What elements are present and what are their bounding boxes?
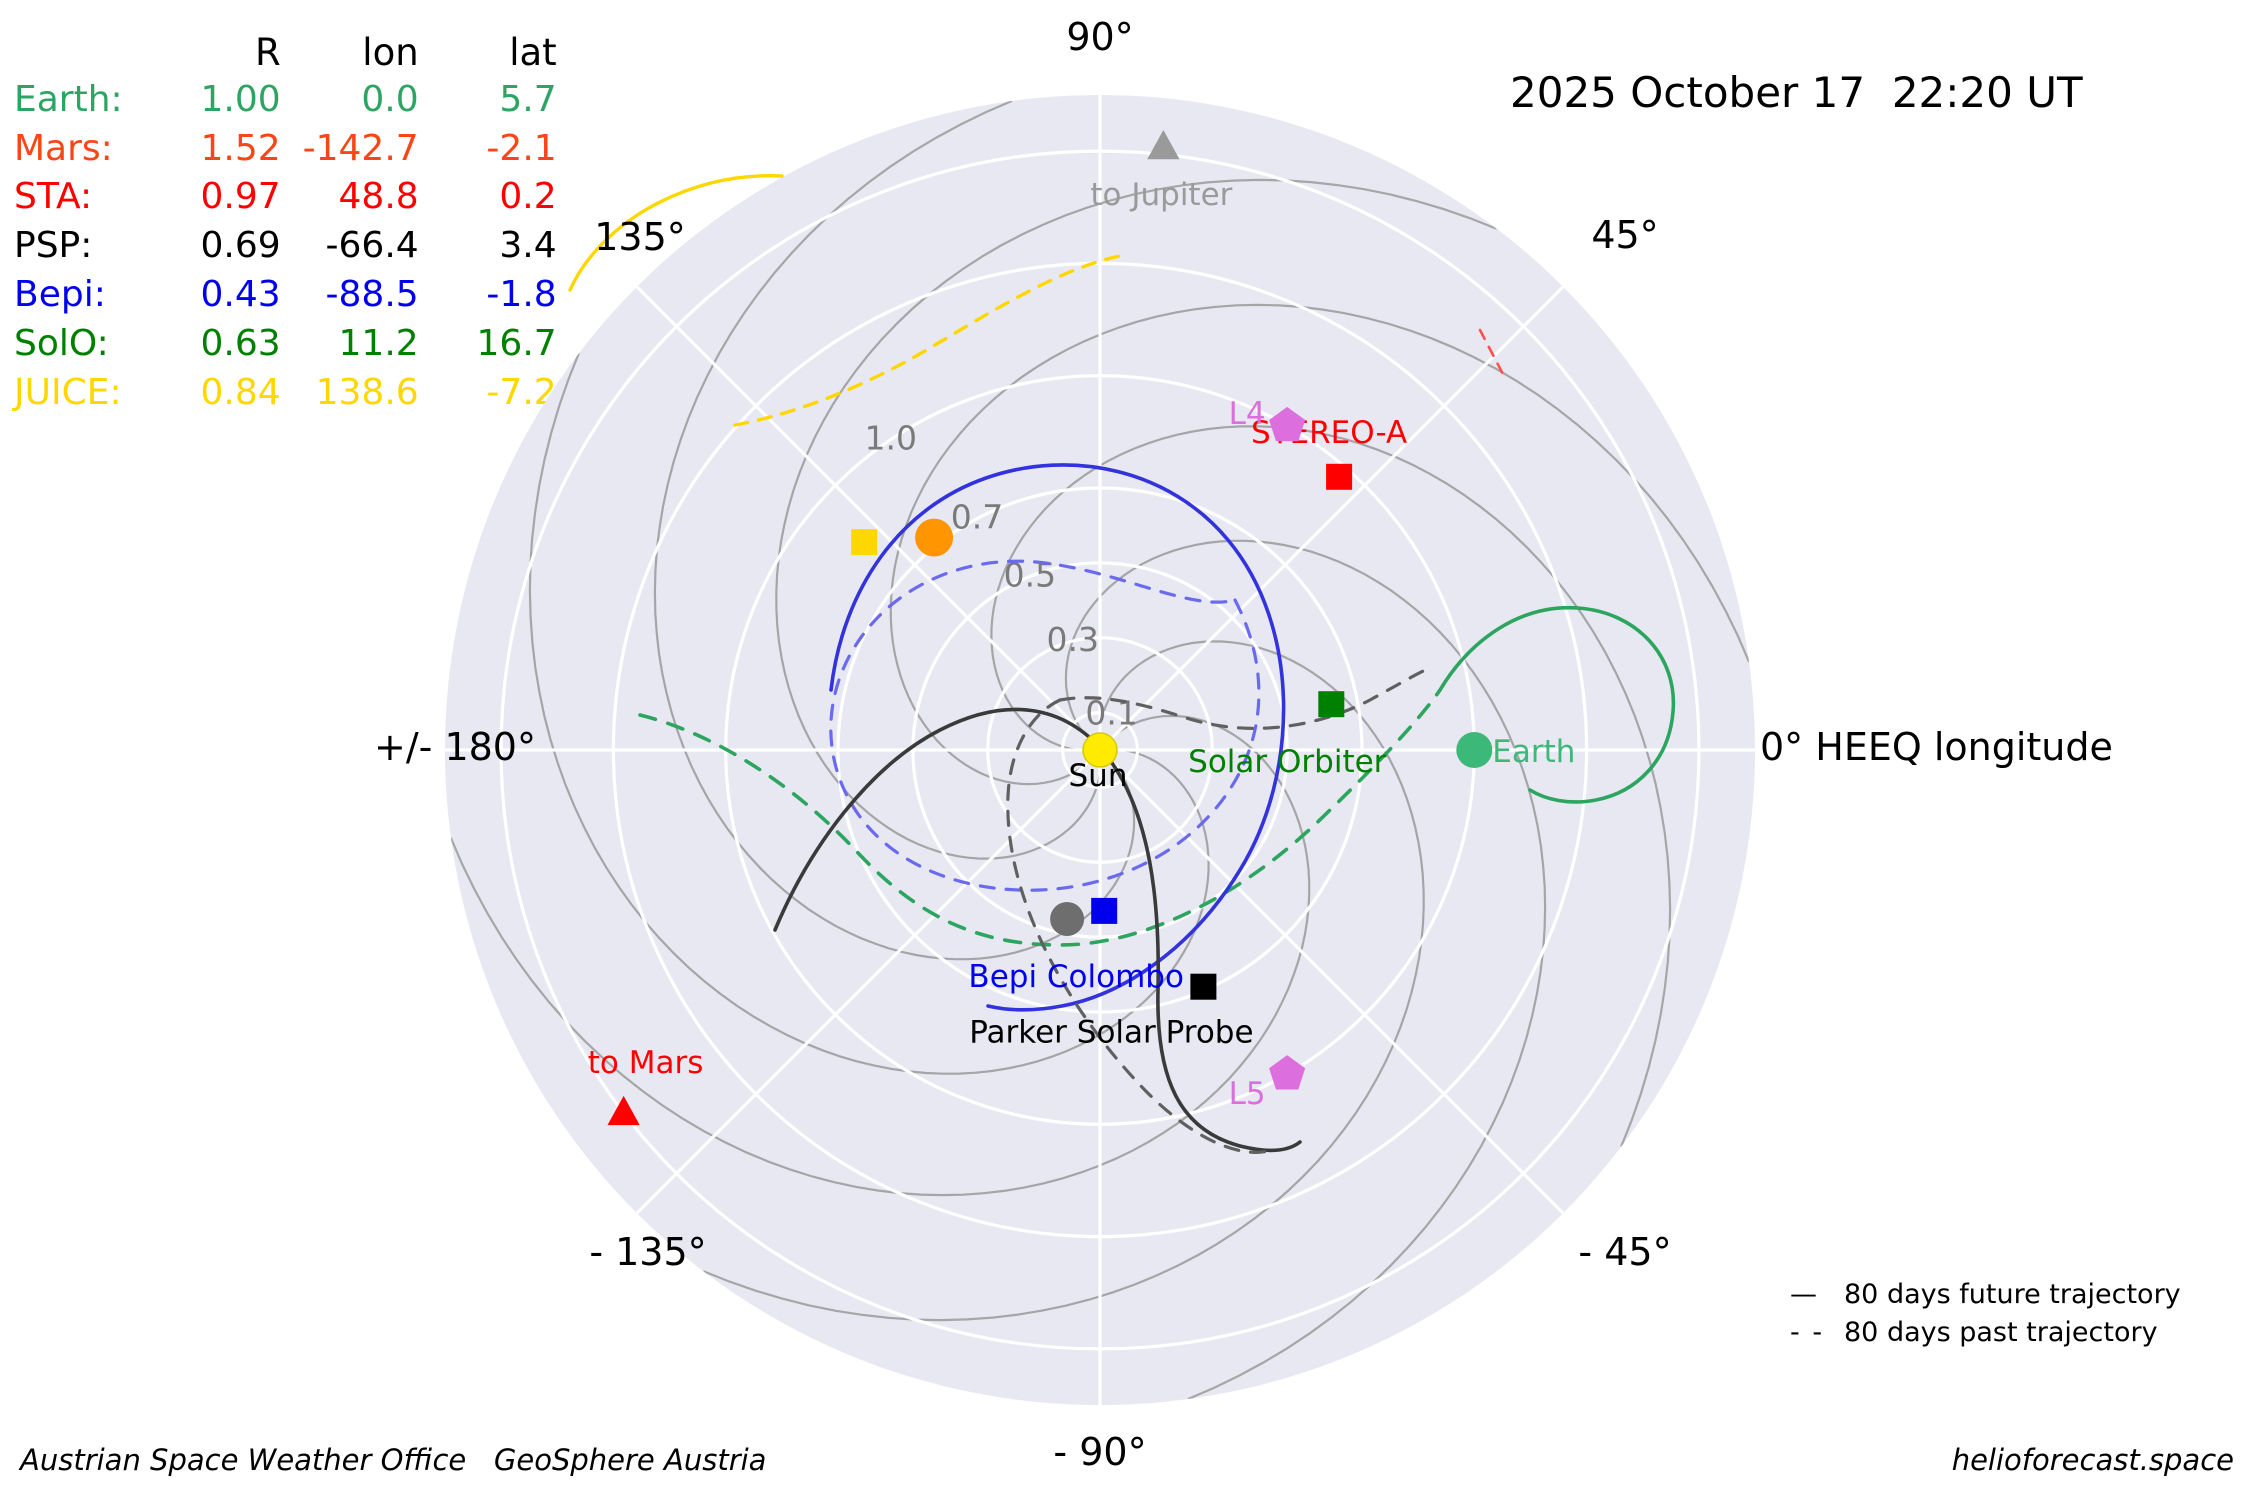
- table-cell-name: Earth:: [14, 78, 123, 120]
- table-row: SolO: 0.63 11.2 16.7: [14, 325, 563, 374]
- table-cell-lat: 16.7: [476, 322, 557, 364]
- trajectory-juice-past: [733, 253, 1127, 427]
- radial-tick-label: 1.0: [864, 419, 916, 458]
- angular-tick-label-45: 45°: [1591, 213, 1658, 257]
- marker-to-mars: [607, 1095, 640, 1126]
- marker-label-sun: Sun: [1069, 758, 1128, 794]
- table-cell-r: 1.52: [200, 127, 281, 169]
- trajectory-psp-past: [1058, 666, 1432, 730]
- table-header-lat: lat: [509, 31, 557, 74]
- marker-earth: [1456, 732, 1493, 768]
- table-cell-name: STA:: [14, 176, 93, 218]
- marker-label-to-mars: to Mars: [588, 1045, 704, 1081]
- marker-to-jupiter: [1147, 129, 1180, 160]
- marker-label-bepi-colombo: Bepi Colombo: [968, 959, 1184, 995]
- table-cell-lon: -142.7: [302, 127, 419, 169]
- table-header-lon: lon: [362, 31, 419, 74]
- angular-tick-label--90: - 90°: [1053, 1430, 1146, 1474]
- radial-tick-label: 0.7: [951, 498, 1003, 537]
- marker-label-l4: L4: [1229, 396, 1266, 432]
- table-cell-name: SolO:: [14, 322, 109, 364]
- table-row: Earth: 1.00 0.0 5.7: [14, 81, 563, 130]
- parker-spiral-lines: [449, 99, 1751, 1401]
- marker-juice: [851, 529, 878, 556]
- footer-left-text: Austrian Space Weather Office GeoSphere …: [20, 1443, 767, 1477]
- table-row: JUICE: 0.84 138.6 -7.2: [14, 371, 563, 423]
- table-cell-lon: 11.2: [338, 322, 419, 364]
- table-cell-r: 0.84: [200, 371, 281, 413]
- marker-stereo-a: [1326, 463, 1353, 490]
- table-cell-lat: 3.4: [499, 225, 557, 267]
- trajectory-juice-future: [568, 174, 784, 292]
- table-cell-lon: 138.6: [315, 371, 419, 413]
- trajectory-psp-past-inner: [1006, 698, 1274, 1154]
- marker-label-earth: Earth: [1492, 734, 1575, 770]
- table-cell-r: 0.43: [200, 274, 281, 316]
- marker-bepi-colombo: [1091, 897, 1118, 924]
- trajectory-bepi-future: [829, 463, 1286, 1012]
- angular-gridlines: [445, 95, 1755, 1405]
- marker-parker-solar-probe: [1190, 973, 1217, 1000]
- legend-line-icon: - -: [1790, 1316, 1825, 1348]
- angular-tick-label-90: 90°: [1066, 15, 1133, 59]
- table-cell-lat: 5.7: [499, 78, 557, 120]
- table-cell-lon: 0.0: [361, 78, 419, 120]
- legend-item: - - 80 days past trajectory: [1790, 1313, 2181, 1351]
- legend-item: — 80 days future trajectory: [1790, 1275, 2181, 1313]
- table-cell-lon: -88.5: [325, 274, 419, 316]
- angular-tick-label--135: - 135°: [589, 1230, 706, 1274]
- angular-tick-labels: 0° HEEQ longitude 45° 90° 135° +/- 180° - 135…: [374, 15, 2113, 1474]
- marker-venus: [915, 518, 954, 557]
- angular-tick-label-135: 135°: [594, 215, 686, 259]
- table-header-R: R: [254, 31, 281, 74]
- angular-tick-label-0: 0° HEEQ longitude: [1760, 725, 2113, 769]
- table-row: PSP: 0.69 -66.4 3.4: [14, 227, 563, 276]
- table-cell-lat: -1.8: [486, 274, 557, 316]
- table-cell-lat: -2.1: [486, 127, 557, 169]
- footer-right-text: helioforecast.space: [1951, 1443, 2234, 1477]
- trajectory-bepi-past: [829, 559, 1261, 892]
- table-row: Mars: 1.52 -142.7 -2.1: [14, 127, 563, 179]
- marker-solar-orbiter: [1318, 691, 1345, 718]
- trajectory-stereo-a-past: [1478, 328, 1507, 380]
- trajectory-solo-future: [1438, 605, 1676, 804]
- table-cell-name: PSP:: [14, 225, 93, 267]
- table-cell-name: Bepi:: [14, 274, 106, 316]
- marker-label-to-jupiter: to Jupiter: [1090, 177, 1232, 213]
- legend-item-label: 80 days future trajectory: [1844, 1278, 2181, 1310]
- trajectory-legend: — 80 days future trajectory - - 80 days pas…: [1790, 1275, 2181, 1351]
- marker-mercury: [1050, 902, 1085, 936]
- table-cell-lon: -66.4: [325, 225, 419, 267]
- marker-label-solar-orbiter: Solar Orbiter: [1188, 744, 1387, 780]
- marker-label-l5: L5: [1229, 1076, 1266, 1112]
- table-row: Bepi: 0.43 -88.5 -1.8: [14, 276, 563, 325]
- page-title: 2025 October 17 22:20 UT: [1510, 68, 2083, 117]
- marker-sun: [1082, 732, 1118, 768]
- angular-tick-label--45: - 45°: [1578, 1230, 1671, 1274]
- legend-item-label: 80 days past trajectory: [1844, 1316, 2158, 1348]
- table-row: STA: 0.97 48.8 0.2: [14, 178, 563, 227]
- legend-line-icon: —: [1790, 1278, 1819, 1310]
- radial-tick-label: 0.3: [1047, 620, 1099, 659]
- table-cell-r: 0.97: [200, 176, 281, 218]
- marker-l5: [1269, 1055, 1306, 1090]
- trajectory-psp-future: [773, 707, 1302, 1153]
- table-cell-r: 1.00: [200, 78, 281, 120]
- marker-label-parker-solar-probe: Parker Solar Probe: [969, 1015, 1253, 1051]
- table-cell-r: 0.69: [200, 225, 281, 267]
- table-cell-lat: 0.2: [499, 176, 557, 218]
- table-cell-lon: 48.8: [338, 176, 419, 218]
- angular-tick-label-180: +/- 180°: [374, 725, 536, 769]
- table-cell-r: 0.63: [200, 322, 281, 364]
- table-cell-name: JUICE:: [14, 371, 122, 413]
- table-cell-name: Mars:: [14, 127, 113, 169]
- trajectory-group: [568, 174, 1676, 1154]
- marker-l4: [1269, 406, 1306, 442]
- radial-tick-labels: 0.10.30.50.71.0: [864, 419, 1137, 733]
